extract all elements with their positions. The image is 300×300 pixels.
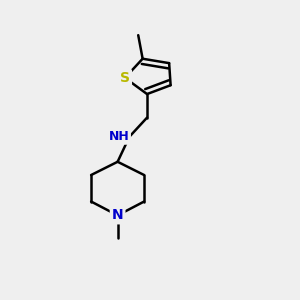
Text: S: S bbox=[120, 71, 130, 85]
Text: N: N bbox=[112, 208, 123, 222]
Text: NH: NH bbox=[109, 130, 130, 143]
